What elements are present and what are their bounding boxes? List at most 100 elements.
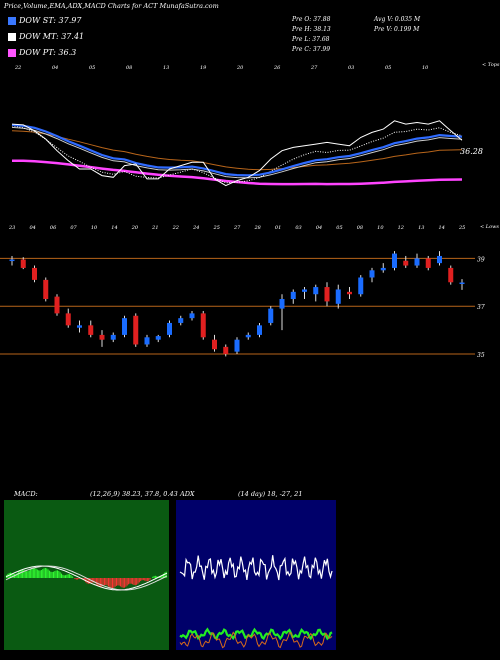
macd-bar xyxy=(118,578,120,586)
date-tick-label: 03 xyxy=(348,65,354,71)
macd-bar xyxy=(146,578,148,582)
macd-bar xyxy=(129,578,131,584)
candle-body xyxy=(43,279,49,300)
date-tick-label: 22 xyxy=(14,65,21,71)
date-tick-label: 04 xyxy=(52,65,58,71)
plus-di-line xyxy=(179,627,333,641)
macd-bar xyxy=(52,571,54,578)
adx-panel xyxy=(176,500,336,650)
macd-bar xyxy=(23,569,25,578)
candle-body xyxy=(88,325,94,335)
candle-body xyxy=(223,346,229,355)
macd-bar xyxy=(47,569,49,578)
tops-date-axis: 22 04 05 08 13 19 20 26 27 03 05 10 xyxy=(14,65,429,71)
macd-bar xyxy=(98,578,100,587)
macd-bar xyxy=(133,578,135,585)
candle-body xyxy=(335,289,341,304)
macd-bar xyxy=(18,571,20,578)
macd-bar xyxy=(140,578,142,582)
lows-tag: < Lows xyxy=(480,224,499,230)
macd-bar xyxy=(35,568,37,578)
date-tick-label: 22 xyxy=(172,225,179,231)
macd-bar xyxy=(55,570,57,578)
macd-histogram xyxy=(6,567,167,589)
legend-label: DOW MT: 37.41 xyxy=(19,32,85,41)
macd-bar xyxy=(111,578,113,589)
date-tick-label: 25 xyxy=(213,225,220,231)
macd-bar xyxy=(165,571,167,578)
candle-body xyxy=(32,267,37,280)
date-tick-label: 05 xyxy=(336,225,342,231)
macd-bar xyxy=(85,578,87,583)
candle-body xyxy=(380,267,386,271)
candle-body xyxy=(65,313,71,326)
macd-bar xyxy=(109,578,111,588)
candle-body xyxy=(234,339,240,352)
macd-bar xyxy=(20,569,22,578)
macd-bar xyxy=(44,567,46,578)
macd-bar xyxy=(144,578,146,581)
macd-bar xyxy=(141,578,143,581)
price-grid: 39 37 35 xyxy=(0,256,485,359)
macd-bar xyxy=(99,578,101,588)
legend-dow-st: DOW ST: 37.97 xyxy=(8,16,81,25)
macd-bar xyxy=(142,578,144,581)
macd-bar xyxy=(130,578,132,584)
macd-panel xyxy=(4,500,169,650)
ema-short-dotted-line xyxy=(11,125,463,184)
macd-bar xyxy=(125,578,127,587)
macd-bar xyxy=(161,575,163,578)
macd-bar xyxy=(16,572,18,578)
candle-body xyxy=(324,287,330,302)
macd-bar xyxy=(105,578,107,585)
macd-bar xyxy=(59,572,61,578)
macd-bar xyxy=(137,578,139,584)
macd-bar xyxy=(28,570,30,578)
quote-open: Pre O: 37.88 xyxy=(292,16,331,23)
macd-bar xyxy=(97,578,99,586)
macd-bar xyxy=(89,578,91,584)
macd-bar xyxy=(61,573,63,578)
candle-body xyxy=(245,334,251,338)
macd-bar xyxy=(19,570,21,578)
macd-bar xyxy=(66,574,68,578)
candle-body xyxy=(200,313,206,338)
date-tick-label: 14 xyxy=(439,225,445,231)
candle-body xyxy=(290,291,296,300)
macd-bar xyxy=(114,578,116,587)
date-tick-label: 07 xyxy=(70,225,77,231)
macd-bar xyxy=(134,578,136,586)
adx-title: ADX xyxy=(180,490,195,498)
date-tick-label: 13 xyxy=(163,65,169,71)
macd-bar xyxy=(54,571,56,578)
macd-bar xyxy=(58,570,60,578)
macd-bar xyxy=(152,576,154,578)
legend-dow-pt: DOW PT: 36.3 xyxy=(8,48,76,57)
legend-label: DOW ST: 37.97 xyxy=(19,16,82,25)
candle-chart: 23 04 06 07 10 14 20 21 22 24 25 27 28 01 03 04 05 08 10 12… xyxy=(0,224,499,359)
tops-line xyxy=(11,120,463,187)
macd-bar xyxy=(70,574,72,578)
macd-bar xyxy=(91,578,93,583)
macd-bar xyxy=(122,578,124,588)
macd-bar xyxy=(82,578,84,580)
macd-bar xyxy=(42,569,44,578)
candle-body xyxy=(358,277,364,295)
macd-bar xyxy=(78,578,80,579)
macd-bar xyxy=(50,571,52,578)
macd-bar xyxy=(51,572,53,578)
date-tick-label: 25 xyxy=(458,225,465,231)
date-tick-label: 14 xyxy=(111,225,117,231)
macd-bar xyxy=(87,578,89,584)
macd-bar xyxy=(158,576,160,578)
candle-body xyxy=(167,322,172,335)
date-tick-label: 28 xyxy=(253,225,260,231)
macd-bar xyxy=(69,574,71,578)
candle-body xyxy=(9,259,15,262)
macd-bar xyxy=(22,569,24,578)
legend-label: DOW PT: 36.3 xyxy=(19,48,77,57)
candle-body xyxy=(268,308,274,323)
tops-tag: < Tops xyxy=(482,62,500,68)
legend-swatch-icon xyxy=(8,48,16,57)
macd-bar xyxy=(24,570,26,578)
